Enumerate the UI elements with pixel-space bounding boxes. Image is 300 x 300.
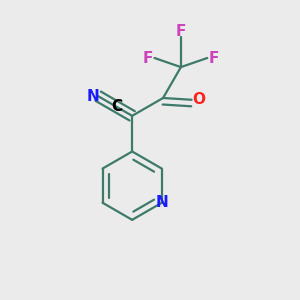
Text: C: C — [111, 99, 122, 114]
Text: F: F — [208, 50, 219, 65]
Text: F: F — [143, 50, 153, 65]
Text: O: O — [193, 92, 206, 107]
Text: F: F — [176, 24, 186, 39]
Text: N: N — [86, 89, 99, 104]
Text: N: N — [155, 195, 168, 210]
